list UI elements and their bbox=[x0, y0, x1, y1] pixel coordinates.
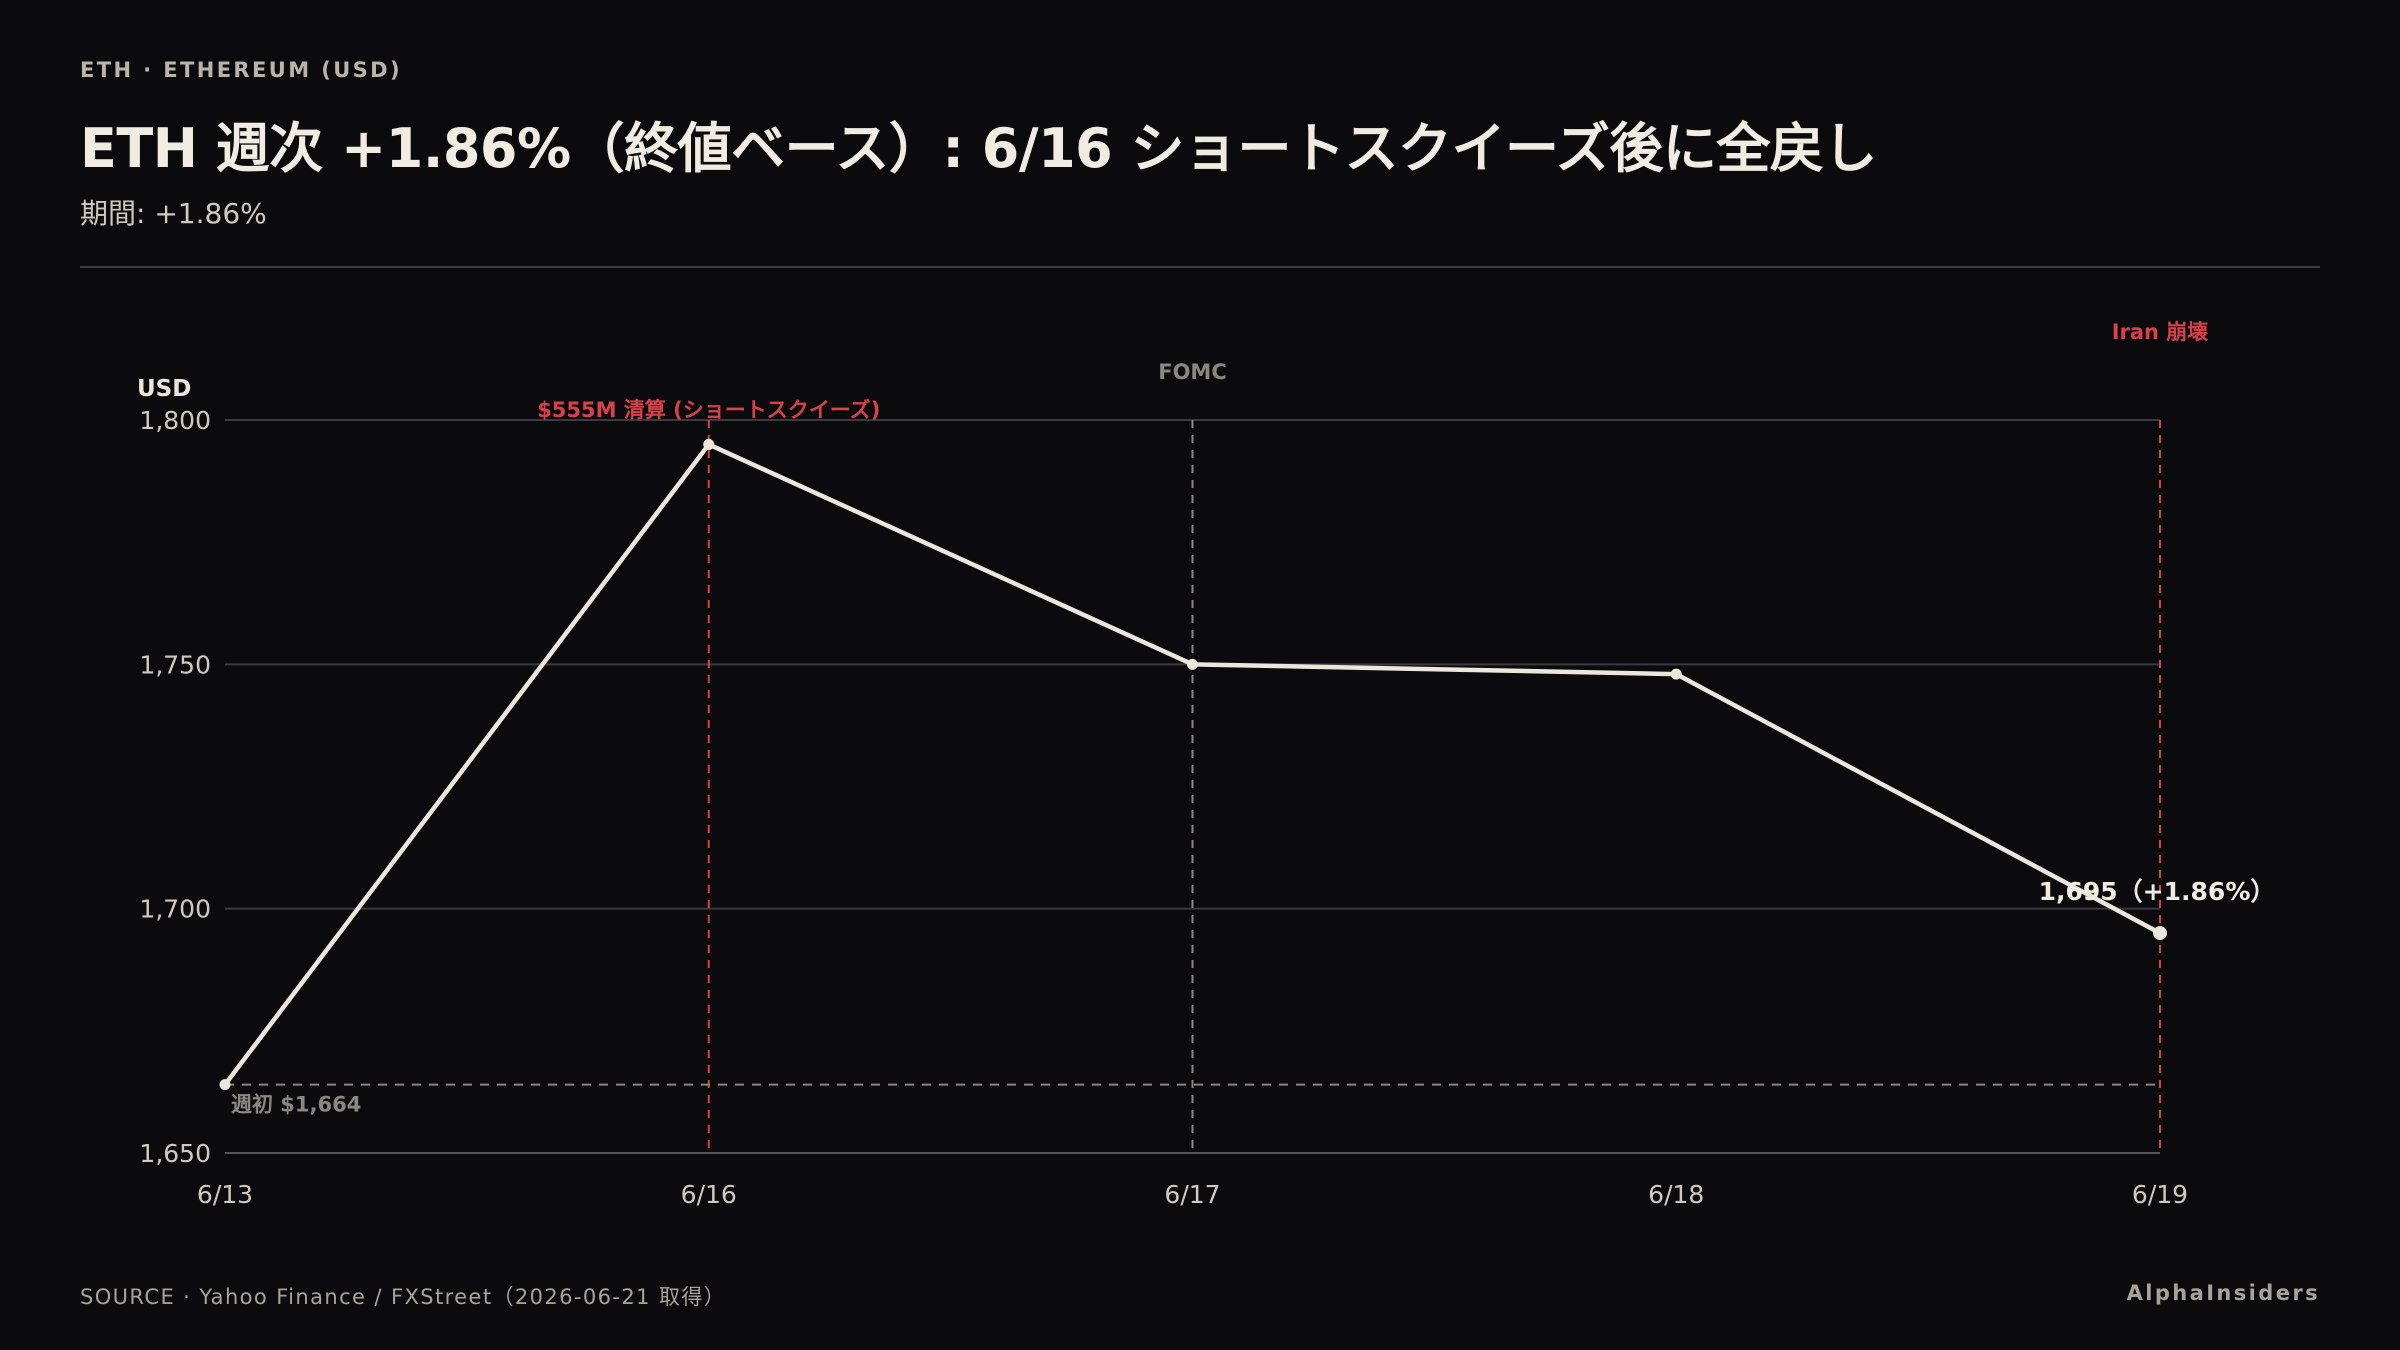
footer-brand: AlphaInsiders bbox=[2126, 1281, 2320, 1305]
y-tick-label: 1,750 bbox=[139, 650, 211, 679]
event-marker-label: $555M 清算 (ショートスクイーズ) bbox=[537, 398, 880, 422]
chart-kicker: ETH · ETHEREUM (USD) bbox=[80, 58, 403, 82]
data-point bbox=[2153, 926, 2167, 941]
x-tick-label: 6/17 bbox=[1164, 1180, 1220, 1209]
x-tick-label: 6/19 bbox=[2132, 1180, 2188, 1209]
data-point bbox=[219, 1079, 231, 1091]
y-axis-label: USD bbox=[137, 376, 191, 402]
period-change-subtitle: 期間: +1.86% bbox=[80, 197, 267, 230]
data-point bbox=[1187, 658, 1198, 670]
y-tick-label: 1,800 bbox=[139, 406, 211, 435]
footer-source: SOURCE · Yahoo Finance / FXStreet（2026-0… bbox=[80, 1285, 727, 1309]
x-tick-label: 6/13 bbox=[197, 1180, 253, 1209]
page-title: ETH 週次 +1.86%（終値ベース）: 6/16 ショートスクイーズ後に全戻… bbox=[80, 117, 1877, 180]
data-point bbox=[1670, 668, 1682, 680]
header-divider bbox=[80, 266, 2320, 268]
y-tick-label: 1,700 bbox=[139, 895, 211, 924]
baseline-label: 週初 $1,664 bbox=[231, 1093, 361, 1117]
data-point bbox=[703, 438, 715, 450]
end-value-label: 1,695（+1.86%） bbox=[2039, 877, 2276, 906]
x-tick-label: 6/18 bbox=[1648, 1180, 1704, 1209]
event-marker-label: Iran 崩壊 bbox=[2112, 320, 2209, 344]
x-tick-label: 6/16 bbox=[681, 1180, 737, 1209]
y-tick-label: 1,650 bbox=[139, 1139, 211, 1168]
event-marker-label: FOMC bbox=[1158, 360, 1227, 384]
